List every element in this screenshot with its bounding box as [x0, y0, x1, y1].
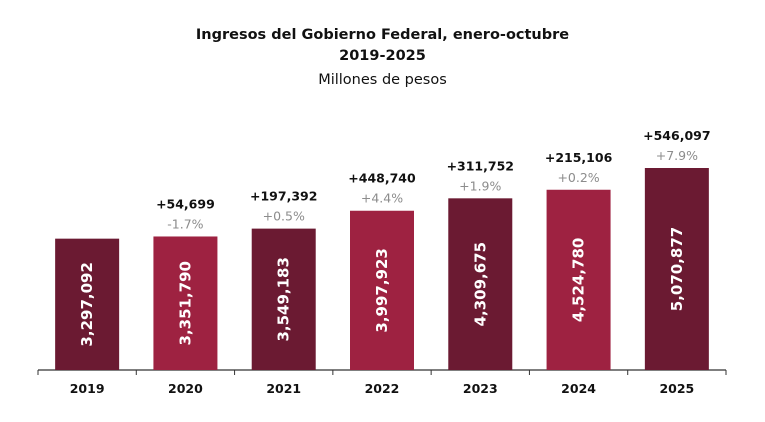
- change-label: +197,392: [250, 189, 317, 204]
- bar-value-label: 3,351,790: [176, 261, 194, 345]
- bar-value-label: 3,997,923: [373, 248, 391, 332]
- pct-change-label: +1.9%: [459, 178, 501, 193]
- chart-subtitle: 2019-2025: [339, 48, 426, 64]
- change-label: +546,097: [643, 128, 710, 143]
- bar-value-label: 4,524,780: [570, 238, 588, 322]
- chart-title: Ingresos del Gobierno Federal, enero-oct…: [195, 27, 570, 43]
- bar-2019: [55, 238, 120, 370]
- x-tick-label: 2024: [561, 381, 596, 396]
- bar-2023: [448, 198, 513, 370]
- x-tick-label: 2022: [365, 381, 400, 396]
- bar-value-label: 3,549,183: [275, 257, 293, 341]
- bar-2021: [251, 228, 316, 370]
- change-label: +311,752: [447, 158, 514, 173]
- bar-value-label: 4,309,675: [471, 242, 489, 326]
- pct-change-label: +7.9%: [656, 148, 698, 163]
- chart-units: Millones de pesos: [318, 72, 447, 88]
- bar-2024: [546, 189, 611, 370]
- bar-2022: [350, 210, 414, 370]
- pct-change-label: -1.7%: [167, 216, 203, 231]
- x-tick-label: 2021: [266, 381, 301, 396]
- pct-change-label: +0.2%: [557, 170, 599, 185]
- bar-value-label: 5,070,877: [668, 227, 686, 311]
- change-label: +54,699: [156, 196, 215, 211]
- x-tick-label: 2019: [70, 381, 105, 396]
- bar-2025: [644, 168, 709, 370]
- x-tick-label: 2025: [659, 381, 694, 396]
- pct-change-label: +4.4%: [361, 191, 403, 206]
- bar-value-label: 3,297,092: [78, 262, 96, 346]
- x-tick-label: 2020: [168, 381, 203, 396]
- bar-2020: [153, 236, 218, 370]
- change-label: +215,106: [545, 150, 613, 165]
- change-label: +448,740: [348, 171, 416, 186]
- pct-change-label: +0.5%: [263, 209, 305, 224]
- x-tick-label: 2023: [463, 381, 498, 396]
